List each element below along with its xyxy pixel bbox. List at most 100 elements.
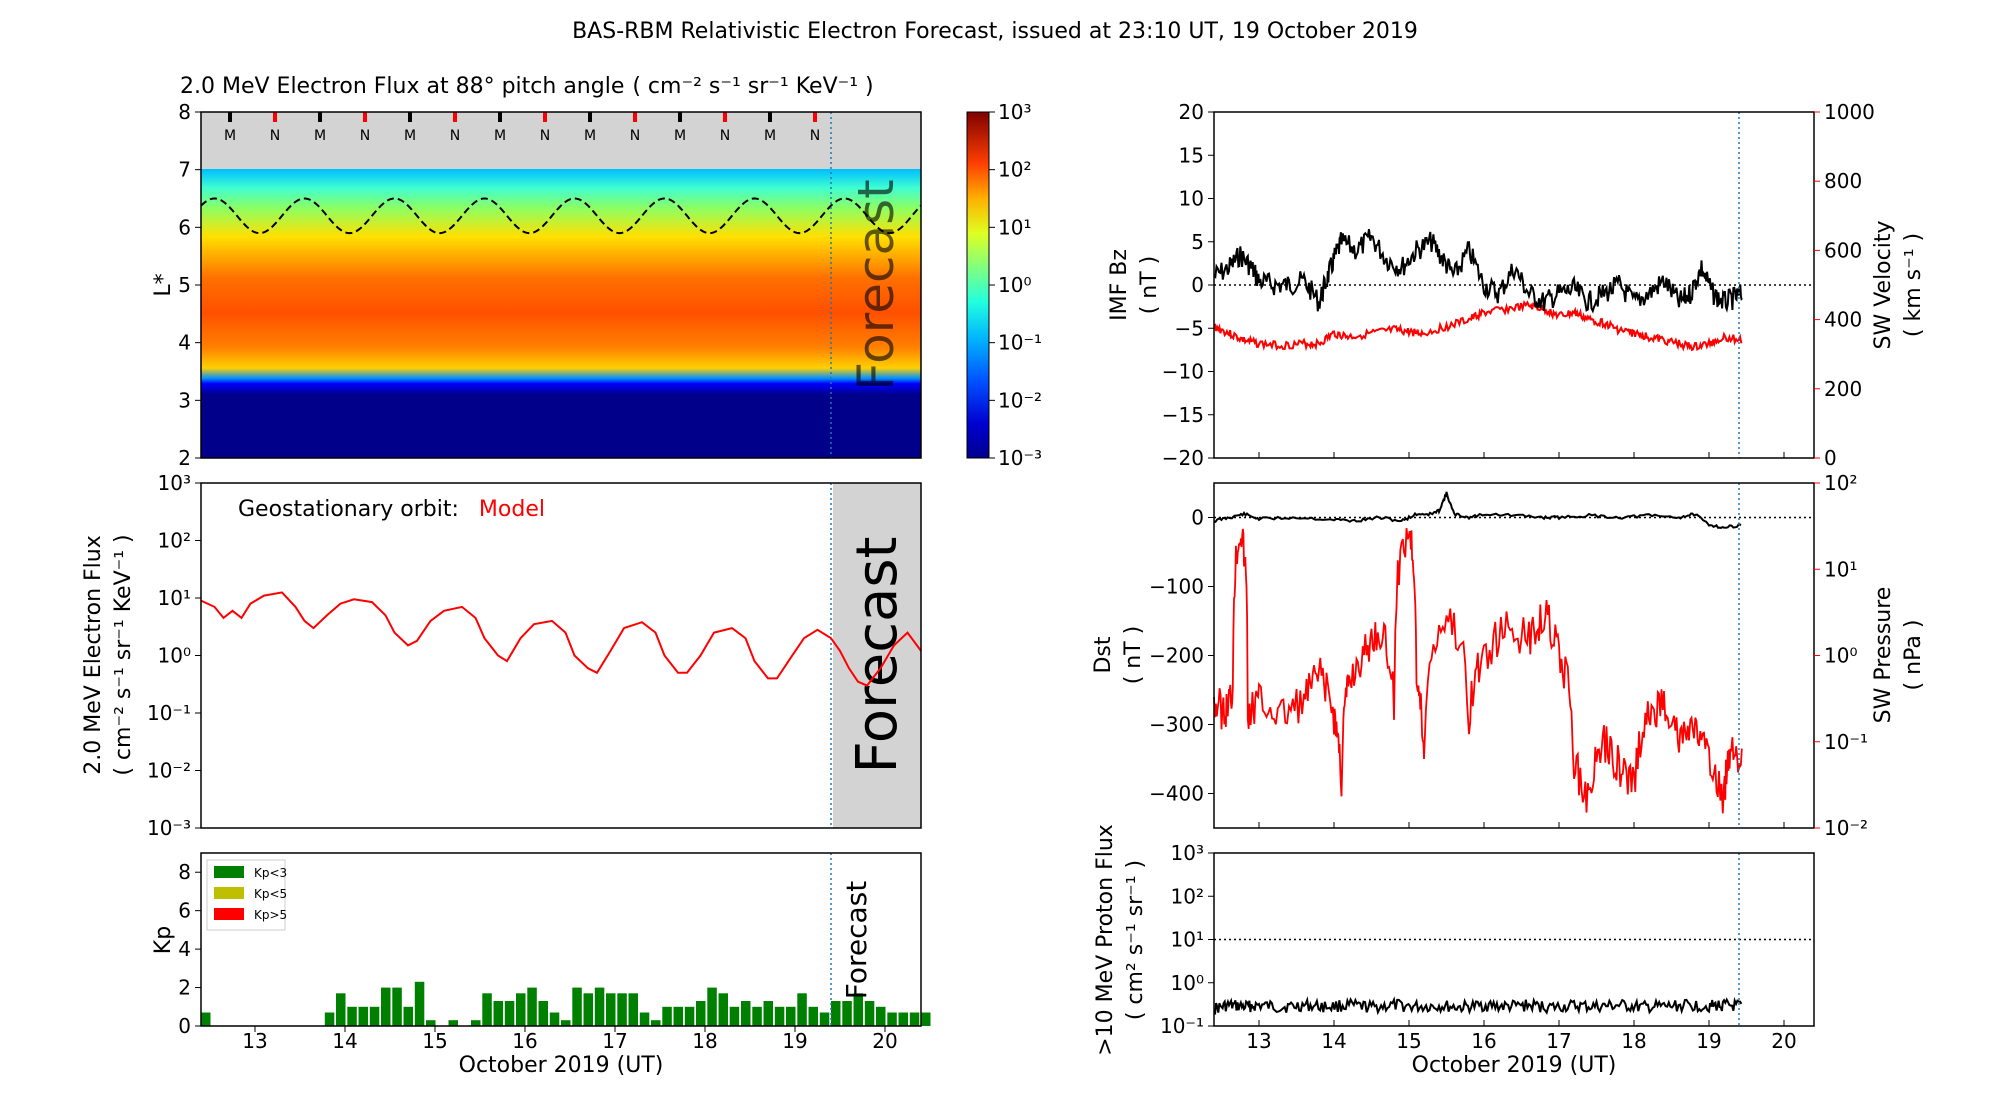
dst-y-tick-label: −100 — [1149, 575, 1204, 599]
velocity-y-tick-label: 200 — [1824, 377, 1862, 401]
colorbar-tick-label: 10⁻¹ — [998, 331, 1042, 355]
imf-y-tick-label: −10 — [1162, 360, 1204, 384]
kp-panel: Forecast Kp<3 Kp<5 Kp>5 0 2 4 6 8 13 14 15 16 17… — [151, 852, 931, 1078]
geo-flux-y-tick-label: 10⁻¹ — [147, 701, 191, 725]
imf-x-ticks — [1258, 452, 1785, 458]
proton-flux-line — [1213, 996, 1743, 1016]
imf-y-tick-label: −5 — [1175, 316, 1204, 340]
kp-bar — [549, 1012, 560, 1026]
heatmap-y-tick-label: 3 — [178, 388, 191, 412]
imf-y-tick-label: 20 — [1179, 100, 1204, 124]
imf-y-tick-label: −20 — [1162, 446, 1204, 470]
orbit-marker-label: M — [314, 128, 326, 144]
velocity-y-tick-label: 0 — [1824, 446, 1837, 470]
kp-bar — [684, 1006, 695, 1026]
dst-y-tick-label: −200 — [1149, 644, 1204, 668]
kp-bar — [538, 1001, 548, 1026]
x-tick-label: 20 — [1771, 1029, 1796, 1053]
dst-y-tick-label: 0 — [1191, 506, 1204, 530]
geo-annotation-model: Model — [479, 497, 545, 522]
kp-bar — [741, 1001, 751, 1026]
velocity-yunits: ( km s⁻¹ ) — [1901, 233, 1926, 337]
kp-bar — [414, 981, 425, 1026]
right-xlabel: October 2019 (UT) — [1412, 1053, 1617, 1078]
proton-panel: 10³ 10² 10¹ 10⁰ 10⁻¹ 13 14 15 16 17 18 19 20 >10 Me… — [1093, 824, 1815, 1078]
proton-ylabel: >10 MeV Proton Flux — [1093, 824, 1118, 1056]
proton-y-ticks: 10³ 10² 10¹ 10⁰ 10⁻¹ — [1160, 841, 1214, 1038]
velocity-y-tick-label: 600 — [1824, 238, 1862, 262]
kp-legend-mid: Kp<5 — [254, 887, 287, 901]
kp-x-tick-label: 19 — [782, 1029, 807, 1053]
kp-legend-swatch-mid — [214, 887, 244, 899]
model-flux-line — [200, 591, 922, 687]
orbit-marker-label: N — [720, 128, 730, 144]
kp-bar — [752, 1006, 762, 1026]
kp-x-tick-label: 13 — [242, 1029, 267, 1053]
kp-bar — [617, 993, 627, 1026]
kp-bar — [831, 1001, 841, 1026]
velocity-y-ticks: 0 200 400 600 800 1000 — [1814, 100, 1875, 470]
geo-flux-y-tick-label: 10⁻³ — [147, 816, 191, 840]
colorbar-tick-label: 10² — [998, 158, 1031, 182]
x-tick-label: 19 — [1696, 1029, 1721, 1053]
geo-flux-yunits: ( cm⁻² s⁻¹ sr⁻¹ KeV⁻¹ ) — [111, 534, 136, 775]
kp-bar — [628, 993, 638, 1026]
imf-y-tick-label: 0 — [1191, 273, 1204, 297]
forecast-label: Forecast — [847, 179, 905, 391]
magnetopause-line — [200, 197, 922, 235]
heatmap-field — [201, 112, 921, 458]
pressure-ylabel: SW Pressure — [1871, 587, 1896, 724]
kp-x-tick-label: 15 — [422, 1029, 447, 1053]
kp-bar — [898, 1012, 908, 1026]
pressure-y-tick-label: 10² — [1824, 471, 1857, 495]
heatmap-y-tick-label: 8 — [178, 100, 191, 124]
imf-y-tick-label: −15 — [1162, 403, 1204, 427]
colorbar-tick-label: 10⁰ — [998, 273, 1031, 297]
kp-y-tick-label: 0 — [178, 1014, 191, 1038]
flux-heatmap-panel: 2.0 MeV Electron Flux at 88° pitch angle… — [151, 74, 1042, 470]
kp-bar — [853, 993, 863, 1026]
kp-bar — [381, 987, 391, 1026]
imf-yunits: ( nT ) — [1137, 256, 1162, 315]
proton-yunits: ( cm² s⁻¹ sr⁻¹ ) — [1123, 860, 1148, 1020]
imf-panel: −20 −15 −10 −5 0 5 10 15 20 0 200 400 600 800 1000 IM… — [1107, 100, 1926, 470]
pressure-y-tick-label: 10⁻² — [1824, 816, 1868, 840]
kp-legend-high: Kp>5 — [254, 908, 287, 922]
kp-bar — [583, 993, 593, 1026]
kp-frame — [200, 852, 922, 1027]
kp-x-tick-label: 20 — [872, 1029, 897, 1053]
kp-x-ticks: 13 14 15 16 17 18 19 20 — [242, 1026, 898, 1053]
kp-legend-swatch-high — [214, 908, 244, 920]
kp-bar — [673, 1006, 683, 1026]
kp-bar — [786, 1006, 796, 1026]
kp-bar — [707, 987, 717, 1026]
kp-x-tick-label: 16 — [512, 1029, 537, 1053]
kp-bar — [369, 1006, 380, 1026]
left-xlabel: October 2019 (UT) — [459, 1053, 664, 1078]
dst-line — [1213, 491, 1742, 529]
dst-y-ticks: −400 −300 −200 −100 0 — [1149, 506, 1214, 806]
geo-flux-y-ticks: 10³ 10² 10¹ 10⁰ 10⁻¹ 10⁻² 10⁻³ — [147, 471, 201, 840]
kp-bar — [493, 1001, 503, 1026]
kp-y-tick-label: 4 — [178, 937, 191, 961]
kp-bar — [347, 1006, 357, 1026]
kp-bar — [324, 1012, 335, 1026]
forecast-label: Forecast — [845, 537, 910, 774]
kp-bar — [527, 987, 537, 1026]
kp-legend-swatch-low — [214, 866, 244, 878]
orbit-marker-label: N — [630, 128, 640, 144]
x-tick-label: 17 — [1546, 1029, 1571, 1053]
kp-bar — [561, 1020, 571, 1026]
kp-bar — [594, 987, 605, 1026]
kp-bar — [808, 1006, 818, 1026]
proton-y-tick-label: 10³ — [1171, 841, 1204, 865]
heatmap-y-tick-label: 4 — [178, 331, 191, 355]
velocity-y-tick-label: 1000 — [1824, 100, 1875, 124]
kp-bar — [403, 1006, 413, 1026]
proton-y-tick-label: 10⁰ — [1171, 971, 1204, 995]
velocity-y-tick-label: 400 — [1824, 308, 1862, 332]
kp-x-tick-label: 14 — [332, 1029, 357, 1053]
kp-bar — [336, 993, 346, 1026]
